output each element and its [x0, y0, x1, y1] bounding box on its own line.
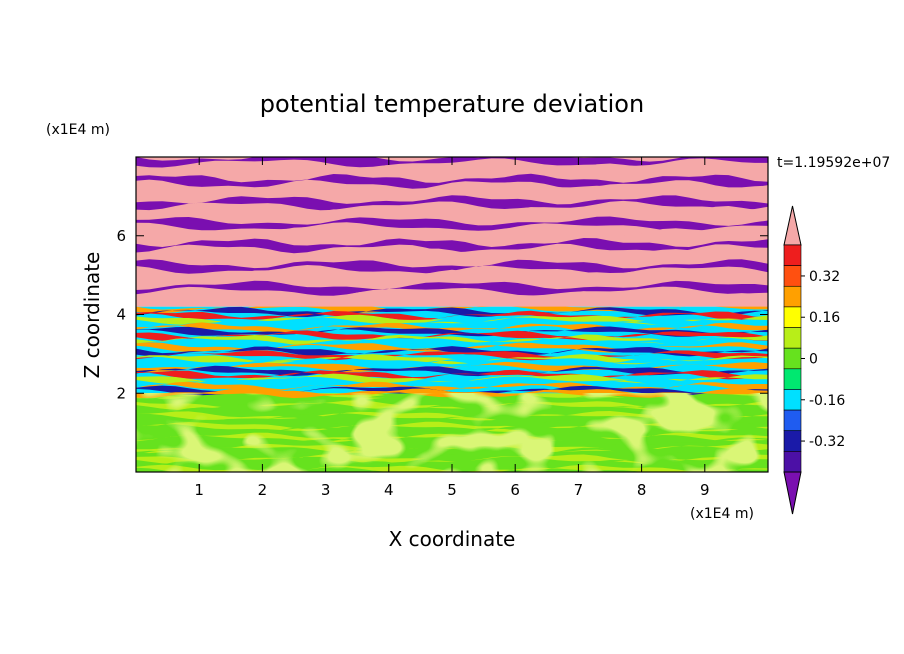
band-1-stripe	[136, 369, 768, 381]
x-tick-label: 5	[447, 481, 457, 499]
colorbar-tick-label: 0.16	[809, 310, 840, 326]
colorbar-swatch	[783, 306, 802, 328]
colorbar-swatch	[783, 285, 802, 308]
band-1-stripe	[136, 326, 768, 337]
colorbar-swatch	[783, 327, 802, 349]
x-tick-label: 1	[194, 481, 204, 499]
band-2-stripe	[136, 238, 768, 254]
band-2-stripe	[136, 173, 768, 189]
band-2-stripe	[136, 259, 768, 275]
x-tick-label: 6	[510, 481, 520, 499]
colorbar: 0.32 0.16 0 -0.16 -0.32	[783, 205, 845, 515]
colorbar-max-arrow	[783, 205, 802, 246]
x-tick-label: 8	[637, 481, 647, 499]
x-axis-label: X coordinate	[389, 527, 516, 551]
colorbar-swatch	[783, 409, 802, 432]
band-1-stripe	[136, 385, 768, 396]
band-1-stripe	[136, 338, 768, 349]
y-tick-label: 6	[116, 227, 126, 245]
x-tick-label: 9	[700, 481, 710, 499]
x-tick-label: 2	[258, 481, 268, 499]
mottle-overlay	[136, 393, 768, 472]
x-tick-label: 7	[574, 481, 584, 499]
band-1-stripe	[136, 354, 768, 365]
y-tick-label: 2	[116, 384, 126, 402]
x-tick-label: 4	[384, 481, 394, 499]
colorbar-swatch	[783, 389, 802, 411]
plot-area	[136, 157, 768, 472]
x-tick-label: 3	[321, 481, 331, 499]
colorbar-swatch	[783, 265, 802, 287]
band-1-stripe	[136, 346, 768, 357]
x-axis: 1 2 3 4 5 6 7 8 9	[194, 157, 710, 499]
colorbar-min-arrow	[783, 471, 802, 515]
band-2-stripe	[136, 227, 768, 243]
time-label: t=1.19592e+07	[777, 155, 890, 171]
band-1-stripe	[136, 350, 768, 361]
colorbar-swatch	[783, 451, 802, 473]
chart-title: potential temperature deviation	[260, 90, 644, 118]
y-tick-label: 4	[116, 306, 126, 324]
band-2-stripe	[136, 163, 768, 179]
band-2-stripe	[136, 269, 768, 286]
colorbar-swatch	[783, 244, 802, 266]
band-2-stripe	[136, 291, 768, 307]
colorbar-swatch	[783, 368, 802, 390]
y-axis: 2 4 6	[116, 227, 768, 402]
band-1-stripe	[136, 358, 768, 369]
band-1-stripe	[136, 314, 768, 325]
band-2-stripe	[136, 248, 768, 264]
y-axis-label: Z coordinate	[80, 252, 104, 379]
colorbar-swatch	[783, 347, 802, 370]
band-1-stripe	[136, 373, 768, 385]
band-1-stripe	[136, 377, 768, 388]
colorbar-tick-label: -0.32	[809, 434, 845, 450]
x-unit-label: (x1E4 m)	[690, 506, 754, 522]
band-1-stripe	[136, 330, 768, 341]
colorbar-tick-label: 0.32	[809, 269, 840, 285]
band-2-stripe	[136, 195, 768, 211]
band-1-stripe	[136, 306, 768, 317]
band-2-stripe	[136, 280, 768, 296]
colorbar-tick-label: 0	[809, 352, 818, 368]
y-unit-label: (x1E4 m)	[46, 122, 110, 138]
colorbar-swatch	[783, 430, 802, 452]
colorbar-tick-label: -0.16	[809, 393, 845, 409]
band-2-stripe	[136, 184, 768, 200]
band-1-stripe	[136, 318, 768, 329]
